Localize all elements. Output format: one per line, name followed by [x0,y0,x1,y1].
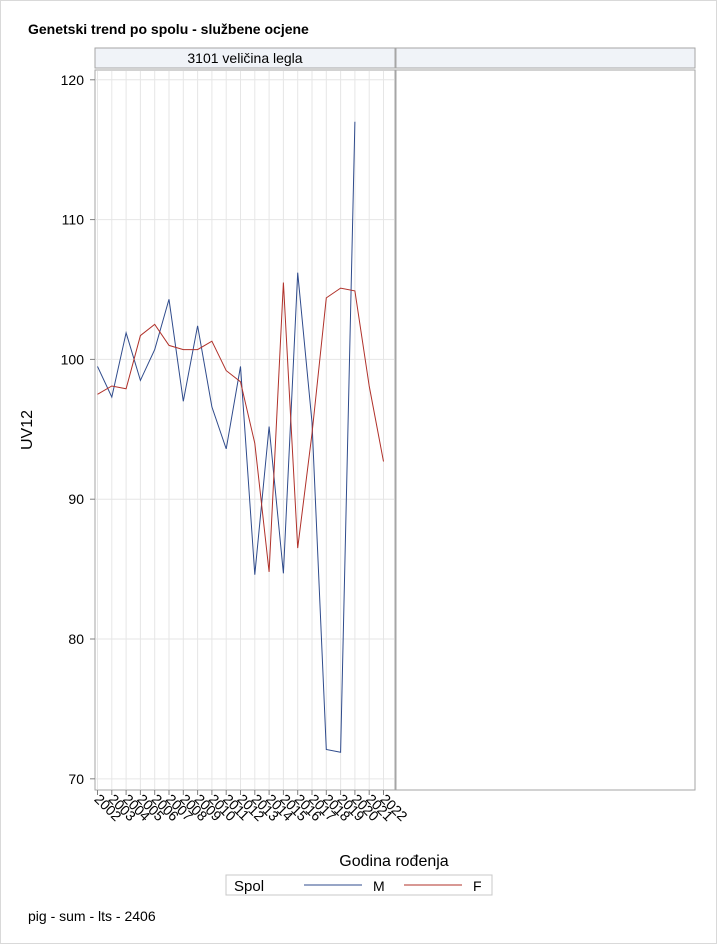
legend-label-f: F [473,878,482,894]
x-axis: 2002200320042005200620072008200920102011… [91,790,411,824]
plot-panel-left [94,69,396,791]
panel-label: 3101 veličina legla [187,50,302,66]
panel-header-right [395,47,696,69]
legend-label-m: M [373,878,385,894]
x-axis-label: Godina rođenja [339,853,449,870]
legend-title: Spol [234,878,264,895]
y-tick-label: 90 [68,491,84,507]
y-tick-label: 80 [68,631,84,647]
series-layer [97,121,384,753]
legend: Spol M F [225,874,493,896]
y-tick-label: 100 [61,351,85,367]
y-tick-label: 70 [68,771,84,787]
y-tick-label: 110 [62,212,85,228]
plot-panel-right [395,69,696,791]
y-axis: 70 80 90 100 110 120 [61,72,95,787]
chart-title: Genetski trend po spolu - službene ocjen… [28,21,309,37]
footer-note: pig - sum - lts - 2406 [28,908,156,924]
series-line-f [97,282,384,572]
panel-header-left [94,47,396,69]
y-tick-label: 120 [61,72,85,88]
series-line-m [97,121,356,753]
y-axis-label: UV12 [19,410,36,450]
